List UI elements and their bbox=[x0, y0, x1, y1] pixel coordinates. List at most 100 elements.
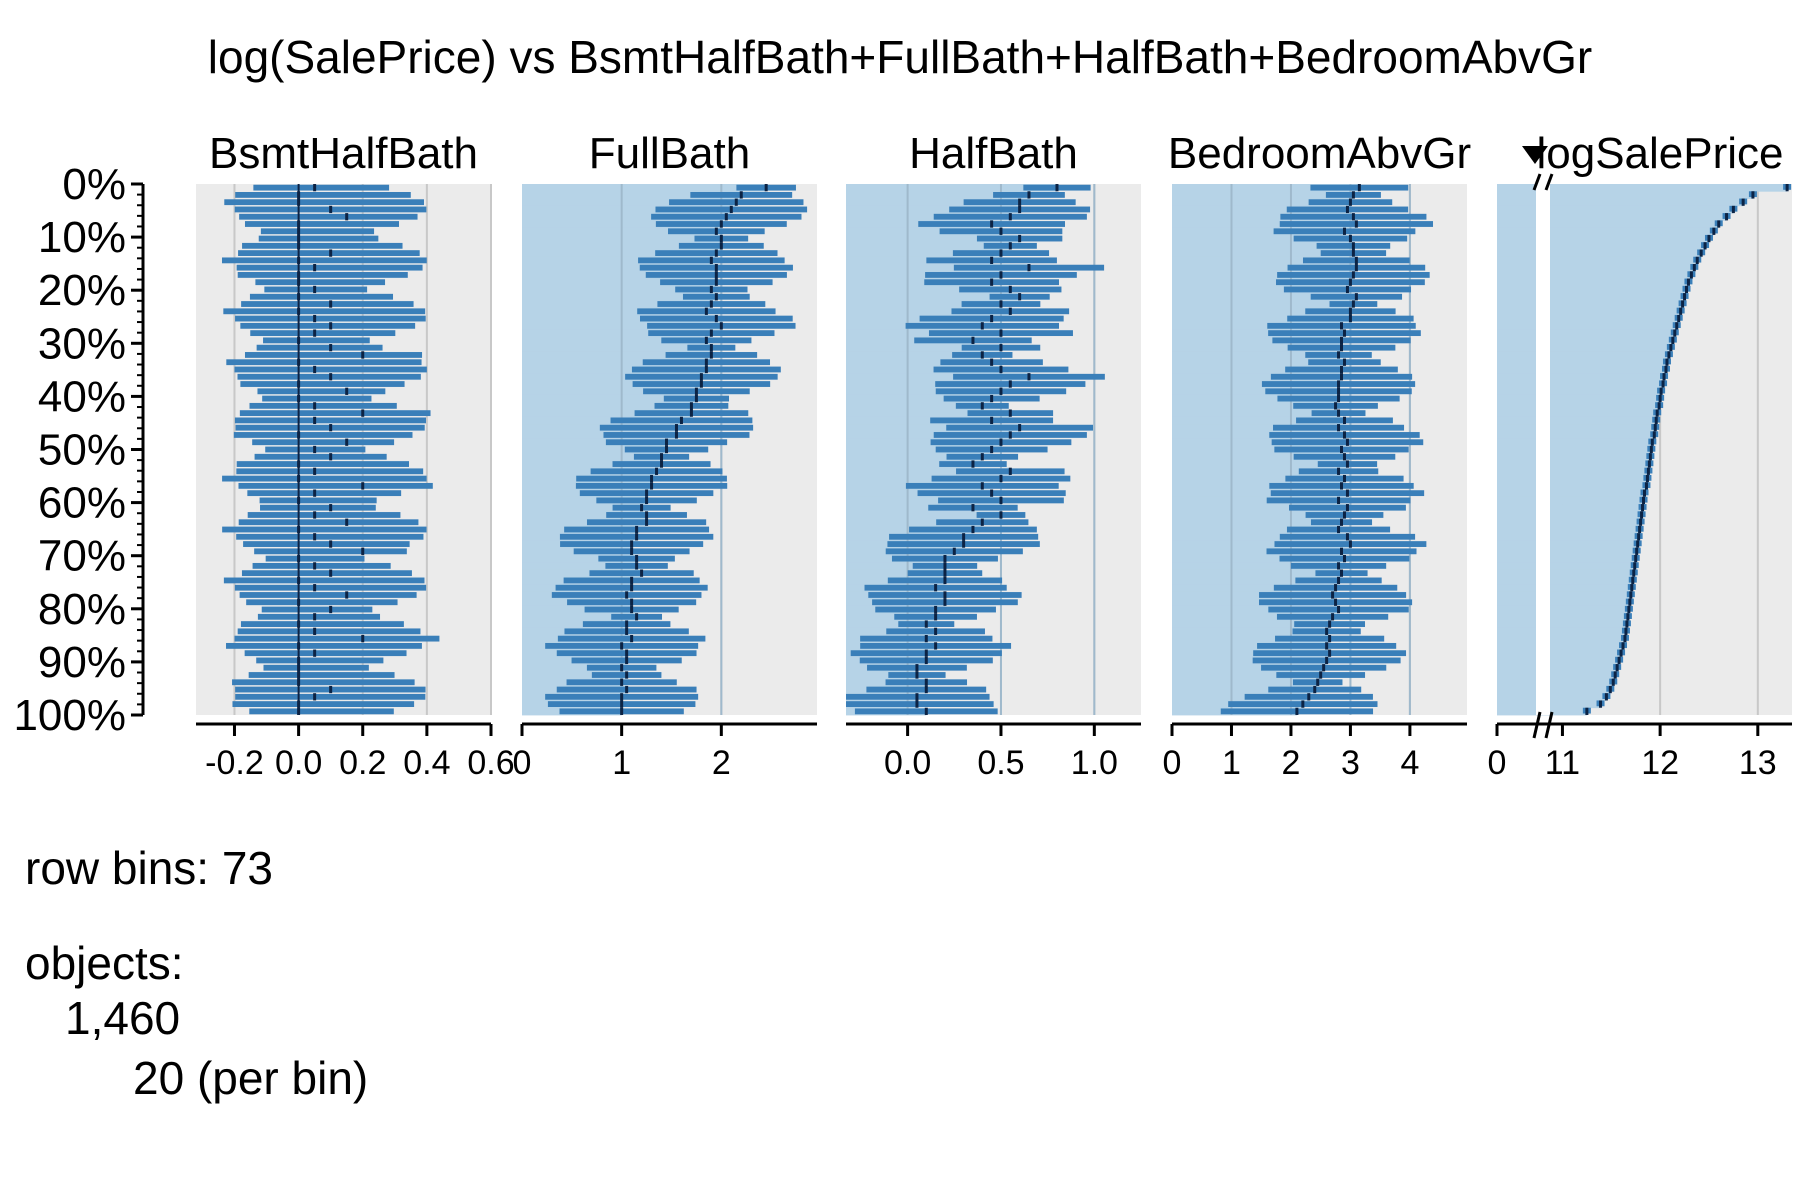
bin-mean-tick bbox=[704, 307, 708, 315]
bin-shade bbox=[522, 358, 707, 367]
bin-shade bbox=[1172, 533, 1348, 541]
bin-mean-tick bbox=[1665, 358, 1669, 366]
bin-mean-tick bbox=[1689, 271, 1693, 279]
bin-mean-tick bbox=[1307, 693, 1311, 701]
bin-mean-tick bbox=[313, 533, 317, 541]
x-axis-tick-label: 0 bbox=[1163, 744, 1182, 782]
bin-bar bbox=[226, 642, 422, 649]
bin-shade bbox=[522, 329, 712, 338]
bin-shade bbox=[846, 358, 992, 367]
x-axis-tick-label: 0 bbox=[1488, 744, 1507, 782]
panel-logsaleprice: logSalePrice 0 11 12 13 bbox=[1488, 129, 1792, 782]
bin-shade bbox=[1497, 525, 1640, 534]
bin-mean-tick bbox=[1635, 547, 1639, 555]
bin-bar bbox=[241, 301, 414, 307]
bin-mean-tick bbox=[1679, 307, 1683, 315]
bin-mean-tick bbox=[1638, 525, 1642, 534]
bin-shade bbox=[1172, 496, 1339, 505]
bin-shade bbox=[1172, 184, 1360, 192]
bin-bar bbox=[235, 315, 426, 322]
bin-mean-tick bbox=[1636, 540, 1640, 548]
bin-shade bbox=[1172, 467, 1339, 476]
bin-mean-tick bbox=[1340, 445, 1344, 454]
bin-shade bbox=[1172, 249, 1354, 258]
bin-mean-tick bbox=[934, 584, 938, 592]
bin-shade bbox=[522, 504, 642, 512]
bin-mean-tick bbox=[714, 271, 718, 279]
bin-shade bbox=[522, 416, 682, 425]
bin-mean-tick bbox=[1351, 191, 1355, 199]
bin-mean-tick bbox=[1686, 278, 1690, 286]
bin-shade bbox=[1172, 547, 1342, 556]
bin-bar bbox=[221, 257, 427, 264]
bin-mean-tick bbox=[313, 314, 317, 323]
bin-mean-tick bbox=[329, 344, 333, 352]
bin-shade bbox=[846, 307, 1011, 316]
bin-shade bbox=[1172, 540, 1351, 549]
bin-mean-tick bbox=[1328, 649, 1332, 657]
bin-shade bbox=[846, 387, 1001, 396]
bin-shade bbox=[1497, 351, 1669, 359]
bin-shade bbox=[1497, 693, 1607, 701]
bin-mean-tick bbox=[1342, 329, 1346, 337]
bin-shade bbox=[522, 373, 702, 381]
bin-shade bbox=[846, 300, 1001, 309]
bin-mean-tick bbox=[1008, 380, 1012, 388]
bin-shade bbox=[1172, 504, 1348, 512]
bin-shade bbox=[1172, 416, 1345, 425]
bin-mean-tick bbox=[1648, 453, 1652, 461]
bin-mean-tick bbox=[620, 642, 624, 650]
bin-shade bbox=[1497, 533, 1639, 541]
bin-shade bbox=[846, 249, 1001, 258]
bin-mean-tick bbox=[1673, 329, 1677, 337]
bin-bar bbox=[222, 475, 427, 482]
bin-mean-tick bbox=[345, 591, 349, 599]
bin-mean-tick bbox=[630, 598, 634, 606]
bin-mean-tick bbox=[915, 671, 919, 679]
bin-shade bbox=[1172, 373, 1342, 381]
bin-bar bbox=[226, 359, 422, 366]
bin-mean-tick bbox=[943, 554, 947, 563]
bin-shade bbox=[522, 365, 707, 374]
bin-mean-tick bbox=[1340, 373, 1344, 381]
x-axis-tick-label: 2 bbox=[1281, 744, 1300, 782]
bin-mean-tick bbox=[764, 184, 768, 192]
bin-shade bbox=[522, 205, 732, 214]
bin-shade bbox=[846, 329, 1001, 338]
bin-mean-tick bbox=[1703, 242, 1707, 250]
bin-mean-tick bbox=[1337, 394, 1341, 403]
bin-mean-tick bbox=[1342, 474, 1346, 483]
bin-shade bbox=[1172, 264, 1357, 272]
bin-mean-tick bbox=[1712, 227, 1716, 235]
bin-bar bbox=[254, 453, 387, 460]
bin-shade bbox=[522, 271, 717, 279]
bin-shade bbox=[1497, 642, 1624, 650]
panel-title: FullBath bbox=[589, 129, 750, 178]
bin-shade bbox=[1172, 344, 1342, 352]
bin-shade bbox=[846, 424, 1020, 432]
row-axis-tick-label: 70% bbox=[38, 532, 126, 581]
bin-mean-tick bbox=[1632, 569, 1636, 577]
bin-shade bbox=[846, 518, 983, 527]
bin-bar bbox=[240, 381, 405, 387]
bin-mean-tick bbox=[1319, 671, 1323, 679]
bin-mean-tick bbox=[1337, 387, 1341, 395]
bin-mean-tick bbox=[1624, 627, 1628, 635]
bin-shade bbox=[846, 431, 1011, 439]
bin-mean-tick bbox=[329, 453, 333, 461]
bin-shade bbox=[1172, 387, 1339, 396]
bin-shade bbox=[1172, 431, 1345, 439]
bin-mean-tick bbox=[1634, 554, 1638, 563]
bin-mean-tick bbox=[313, 584, 317, 592]
bin-mean-tick bbox=[1342, 453, 1346, 461]
bin-shade bbox=[1172, 613, 1333, 621]
bin-mean-tick bbox=[999, 249, 1003, 257]
bin-mean-tick bbox=[709, 351, 713, 359]
bin-mean-tick bbox=[699, 380, 703, 388]
bin-bar bbox=[236, 264, 423, 271]
bin-shade bbox=[846, 402, 983, 410]
bin-mean-tick bbox=[1337, 380, 1341, 388]
bin-bar bbox=[256, 657, 384, 664]
bin-shade bbox=[522, 314, 717, 323]
bin-shade bbox=[1497, 649, 1622, 658]
